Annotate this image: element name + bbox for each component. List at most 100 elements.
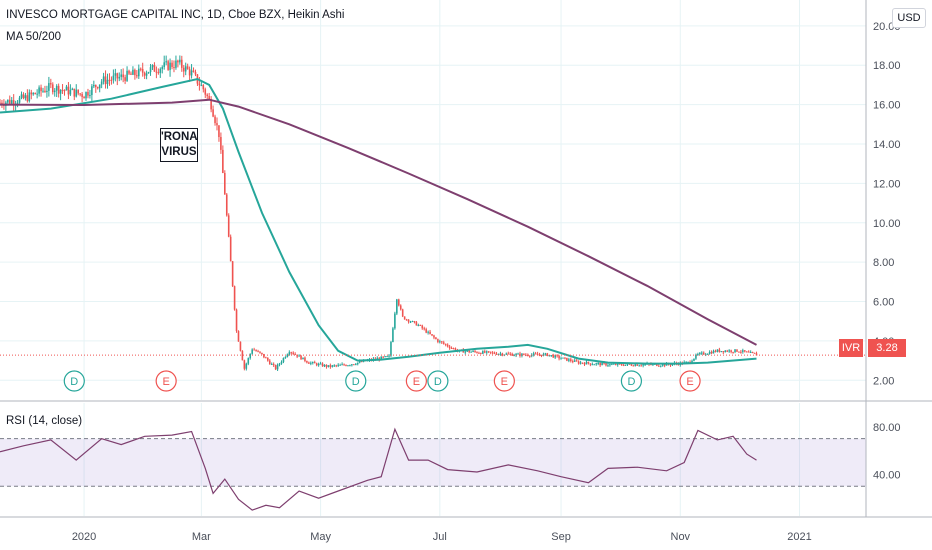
candle-body	[155, 71, 158, 73]
candle-body	[169, 62, 171, 70]
candle-body	[450, 348, 453, 350]
candle-body	[319, 363, 322, 365]
candle-body	[184, 66, 187, 72]
candle-body	[73, 88, 76, 97]
candle-body	[431, 334, 433, 336]
price-candles	[0, 55, 758, 372]
earnings-marker	[405, 370, 427, 392]
candle-body	[720, 351, 723, 353]
candle-body	[419, 324, 422, 326]
candle-body	[335, 365, 338, 367]
candle-body	[452, 348, 455, 350]
candle-body	[699, 353, 701, 355]
candle-body	[440, 341, 443, 343]
candle-body	[386, 356, 388, 358]
candle-body	[225, 194, 228, 216]
rsi-tick-label: 80.00	[873, 422, 901, 434]
candle-body	[351, 364, 353, 366]
candle-body	[566, 357, 568, 361]
candle-body	[235, 309, 238, 331]
candle-body	[38, 87, 40, 94]
currency-button[interactable]: USD	[892, 8, 926, 28]
candle-body	[421, 325, 424, 329]
moving-average-lines	[0, 77, 866, 365]
candle-body	[216, 123, 218, 126]
candle-body	[593, 364, 596, 366]
candle-body	[571, 361, 574, 363]
candle-body	[724, 350, 727, 353]
y-tick-label: 16.00	[873, 100, 901, 112]
candle-body	[568, 359, 570, 361]
candle-body	[511, 353, 513, 356]
dividend-marker	[345, 370, 367, 392]
candle-body	[738, 351, 740, 353]
candle-body	[75, 89, 78, 97]
candle-body	[171, 62, 173, 68]
candle-body	[308, 362, 310, 364]
candle-body	[257, 351, 259, 353]
rona-virus-annotation[interactable]: 'RONA VIRUS	[160, 128, 198, 162]
dividend-marker	[63, 370, 85, 392]
candle-body	[315, 363, 318, 366]
chart-legend-title: INVESCO MORTGAGE CAPITAL INC, 1D, Cboe B…	[6, 9, 345, 21]
candle-body	[605, 363, 607, 366]
candle-body	[517, 353, 519, 355]
candle-body	[233, 286, 236, 310]
candle-body	[536, 353, 539, 355]
candle-body	[411, 321, 414, 323]
candle-body	[622, 364, 625, 366]
candle-body	[7, 99, 9, 103]
candle-body	[71, 88, 74, 90]
y-tick-label: 14.00	[873, 139, 901, 151]
candle-body	[726, 350, 729, 352]
candle-body	[69, 89, 72, 95]
candle-body	[669, 364, 672, 366]
candle-body	[55, 85, 58, 91]
candle-body	[261, 352, 263, 354]
candle-body	[59, 89, 62, 94]
candle-body	[589, 363, 592, 365]
candle-body	[407, 319, 410, 322]
candle-body	[12, 100, 15, 105]
rsi-legend[interactable]: RSI (14, close)	[6, 415, 83, 427]
candle-body	[632, 365, 635, 367]
candle-body	[446, 344, 449, 347]
candle-body	[415, 321, 418, 326]
candle-body	[583, 363, 586, 365]
candle-body	[249, 353, 252, 359]
candle-body	[106, 79, 109, 85]
candle-body	[347, 365, 349, 367]
candle-body	[149, 67, 152, 73]
annotation-line-1: 'RONA	[161, 131, 198, 143]
candle-body	[429, 331, 431, 335]
candle-body	[151, 64, 154, 68]
candle-body	[175, 60, 177, 68]
marker-label: E	[501, 376, 508, 388]
candle-body	[585, 361, 588, 365]
candle-body	[163, 62, 166, 67]
candle-body	[112, 75, 115, 80]
candle-body	[341, 364, 343, 366]
candle-body	[108, 79, 111, 81]
candle-body	[657, 365, 660, 367]
candle-body	[538, 354, 541, 356]
candle-body	[32, 92, 35, 95]
annotation-line-2: VIRUS	[161, 146, 197, 158]
candle-body	[284, 357, 287, 359]
candle-body	[581, 362, 584, 364]
candle-body	[186, 66, 189, 70]
candle-body	[118, 76, 121, 79]
candle-body	[499, 353, 502, 355]
marker-label: E	[162, 376, 169, 388]
candle-body	[306, 361, 308, 363]
rsi-tick-label: 40.00	[873, 469, 901, 481]
ma-legend[interactable]: MA 50/200	[6, 31, 61, 43]
candle-body	[607, 365, 609, 367]
candle-body	[136, 75, 138, 77]
candle-body	[433, 335, 435, 338]
candle-body	[501, 353, 504, 356]
candle-body	[562, 357, 564, 359]
x-tick-label: May	[310, 531, 331, 543]
candle-body	[53, 90, 56, 93]
